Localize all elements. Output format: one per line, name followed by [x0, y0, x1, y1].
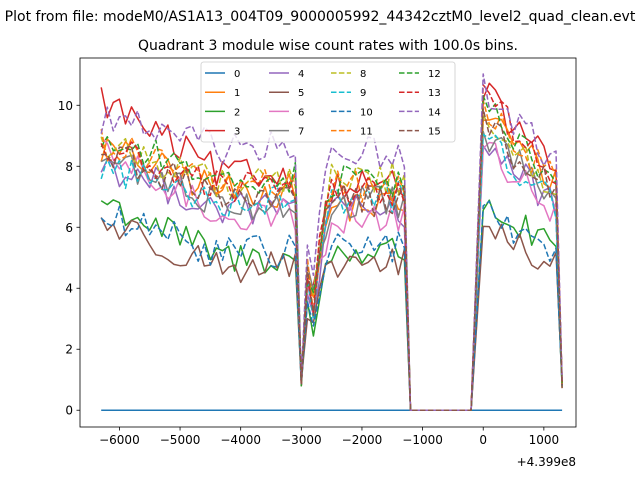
- legend-label: 8: [360, 69, 366, 80]
- figure-suptitle: Plot from file: modeM0/AS1A13_004T09_900…: [5, 9, 636, 25]
- y-tick-label: 8: [65, 160, 73, 174]
- y-ticks: 0 2 4 6 8 10: [58, 99, 80, 418]
- legend-label: 10: [360, 107, 373, 118]
- legend-label: 2: [234, 107, 240, 118]
- legend-label: 9: [360, 88, 366, 99]
- legend-label: 13: [428, 88, 441, 99]
- y-tick-label: 4: [65, 282, 73, 296]
- series-line-11: [100, 99, 563, 411]
- legend-box: [200, 61, 456, 143]
- x-tick-label: −6000: [99, 433, 140, 447]
- plot-lines: [100, 73, 563, 411]
- legend-label: 5: [298, 88, 304, 99]
- series-line-1: [100, 117, 563, 411]
- legend-label: 12: [428, 69, 441, 80]
- legend-label: 11: [360, 127, 373, 138]
- series-line-9: [100, 133, 563, 411]
- legend-label: 0: [234, 69, 240, 80]
- x-tick-label: −3000: [281, 433, 322, 447]
- legend-label: 1: [234, 88, 240, 99]
- y-tick-label: 6: [65, 221, 73, 235]
- series-line-15: [101, 108, 563, 411]
- legend-label: 15: [428, 127, 441, 138]
- axes-frame: [79, 57, 577, 428]
- series-line-6: [100, 137, 563, 411]
- x-offset-label: +4.399e8: [517, 455, 576, 469]
- legend-label: 3: [234, 127, 240, 138]
- x-tick-label: −1000: [402, 433, 443, 447]
- legend-label: 4: [298, 69, 304, 80]
- x-tick-label: −5000: [160, 433, 201, 447]
- x-ticks: −6000 −5000 −4000 −3000 −2000 −1000 0 1000: [99, 427, 559, 447]
- chart-title: Quadrant 3 module wise count rates with …: [138, 38, 518, 54]
- legend-label: 14: [428, 107, 441, 118]
- y-tick-label: 2: [65, 343, 73, 357]
- y-tick-label: 10: [58, 99, 73, 113]
- series-line-12: [100, 94, 563, 411]
- legend-label: 7: [298, 127, 304, 138]
- x-tick-label: −4000: [220, 433, 261, 447]
- x-tick-label: 1000: [529, 433, 560, 447]
- y-tick-label: 0: [65, 404, 73, 418]
- x-tick-label: −2000: [342, 433, 383, 447]
- series-line-2: [100, 199, 563, 411]
- x-tick-label: 0: [479, 433, 487, 447]
- legend-label: 6: [298, 107, 304, 118]
